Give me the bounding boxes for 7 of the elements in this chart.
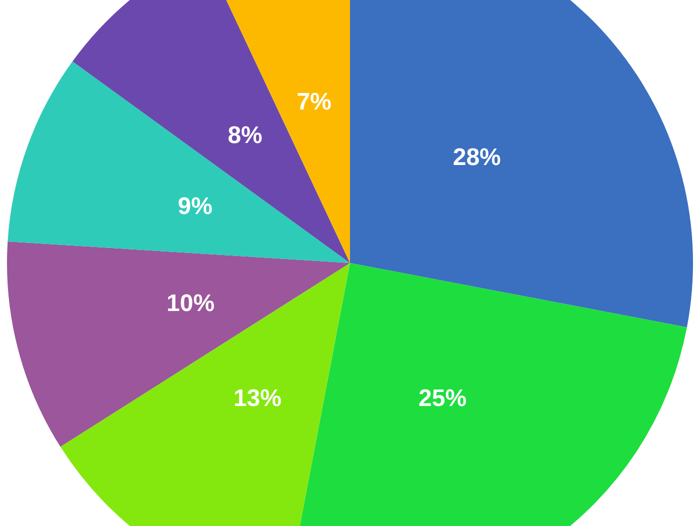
data-label: 7% — [296, 88, 332, 116]
data-label: 25% — [418, 385, 467, 412]
data-label: 9% — [178, 193, 212, 220]
data-label: 8% — [228, 122, 262, 150]
data-label: 28% — [452, 144, 501, 172]
data-label: 10% — [166, 290, 215, 317]
data-label: 13% — [233, 385, 282, 412]
